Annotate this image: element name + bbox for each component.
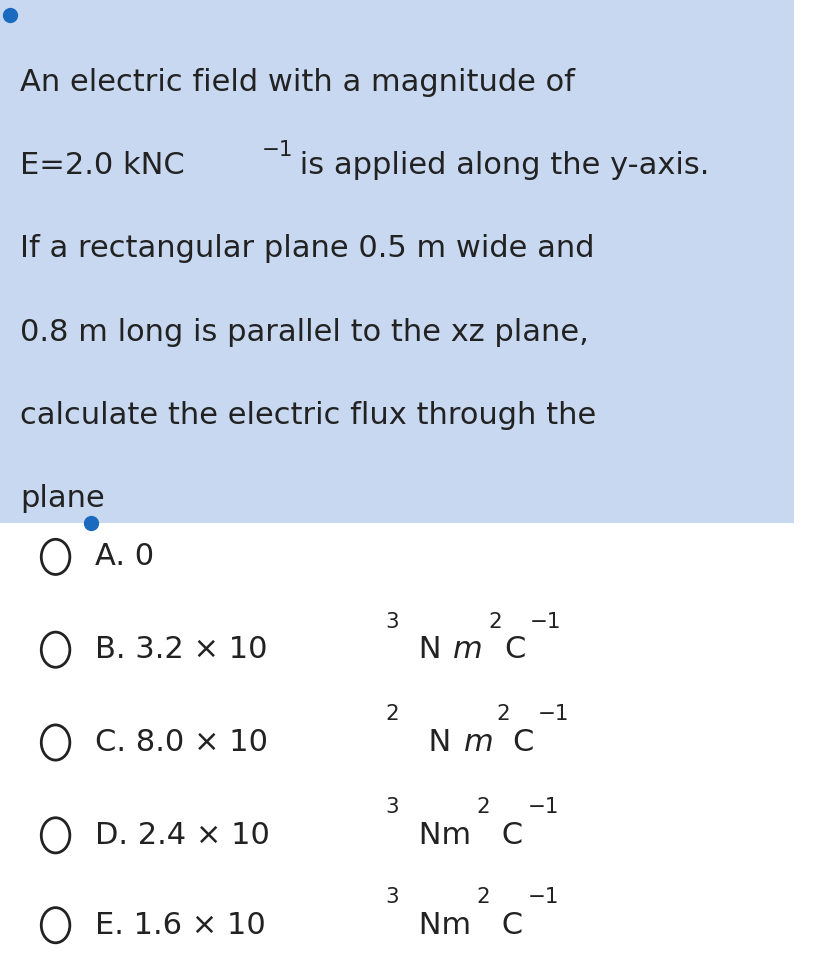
Text: −1: −1 [538,704,570,724]
Text: −1: −1 [528,887,559,907]
Text: C. 8.0 × 10: C. 8.0 × 10 [95,728,268,757]
Text: 3: 3 [385,797,398,817]
Text: 2: 2 [476,797,490,817]
Text: C: C [504,635,525,664]
Text: 0.8 m long is parallel to the xz plane,: 0.8 m long is parallel to the xz plane, [20,318,589,347]
Text: B. 3.2 × 10: B. 3.2 × 10 [95,635,267,664]
Text: C: C [492,821,524,850]
Text: −1: −1 [530,612,562,631]
Text: Nm: Nm [409,821,471,850]
Text: 2: 2 [496,704,510,724]
Text: is applied along the y-axis.: is applied along the y-axis. [289,151,709,181]
Text: N: N [409,635,451,664]
Text: N: N [409,728,461,757]
Text: A. 0: A. 0 [95,542,154,572]
Text: calculate the electric flux through the: calculate the electric flux through the [20,401,596,430]
Text: −1: −1 [262,140,293,159]
Text: m: m [452,635,482,664]
Text: E=2.0 kNC: E=2.0 kNC [20,151,185,181]
Text: 2: 2 [476,887,490,907]
Text: 2: 2 [488,612,502,631]
Text: 3: 3 [385,612,398,631]
Text: E. 1.6 × 10: E. 1.6 × 10 [95,911,266,940]
Text: An electric field with a magnitude of: An electric field with a magnitude of [20,68,575,98]
Text: −1: −1 [528,797,559,817]
Text: If a rectangular plane 0.5 m wide and: If a rectangular plane 0.5 m wide and [20,234,594,264]
Text: D. 2.4 × 10: D. 2.4 × 10 [95,821,270,850]
Text: C: C [512,728,533,757]
Text: plane: plane [20,484,105,513]
Text: 2: 2 [385,704,398,724]
Text: Nm: Nm [409,911,471,940]
FancyBboxPatch shape [0,0,793,523]
Text: 3: 3 [385,887,398,907]
Text: C: C [492,911,524,940]
Text: m: m [464,728,494,757]
